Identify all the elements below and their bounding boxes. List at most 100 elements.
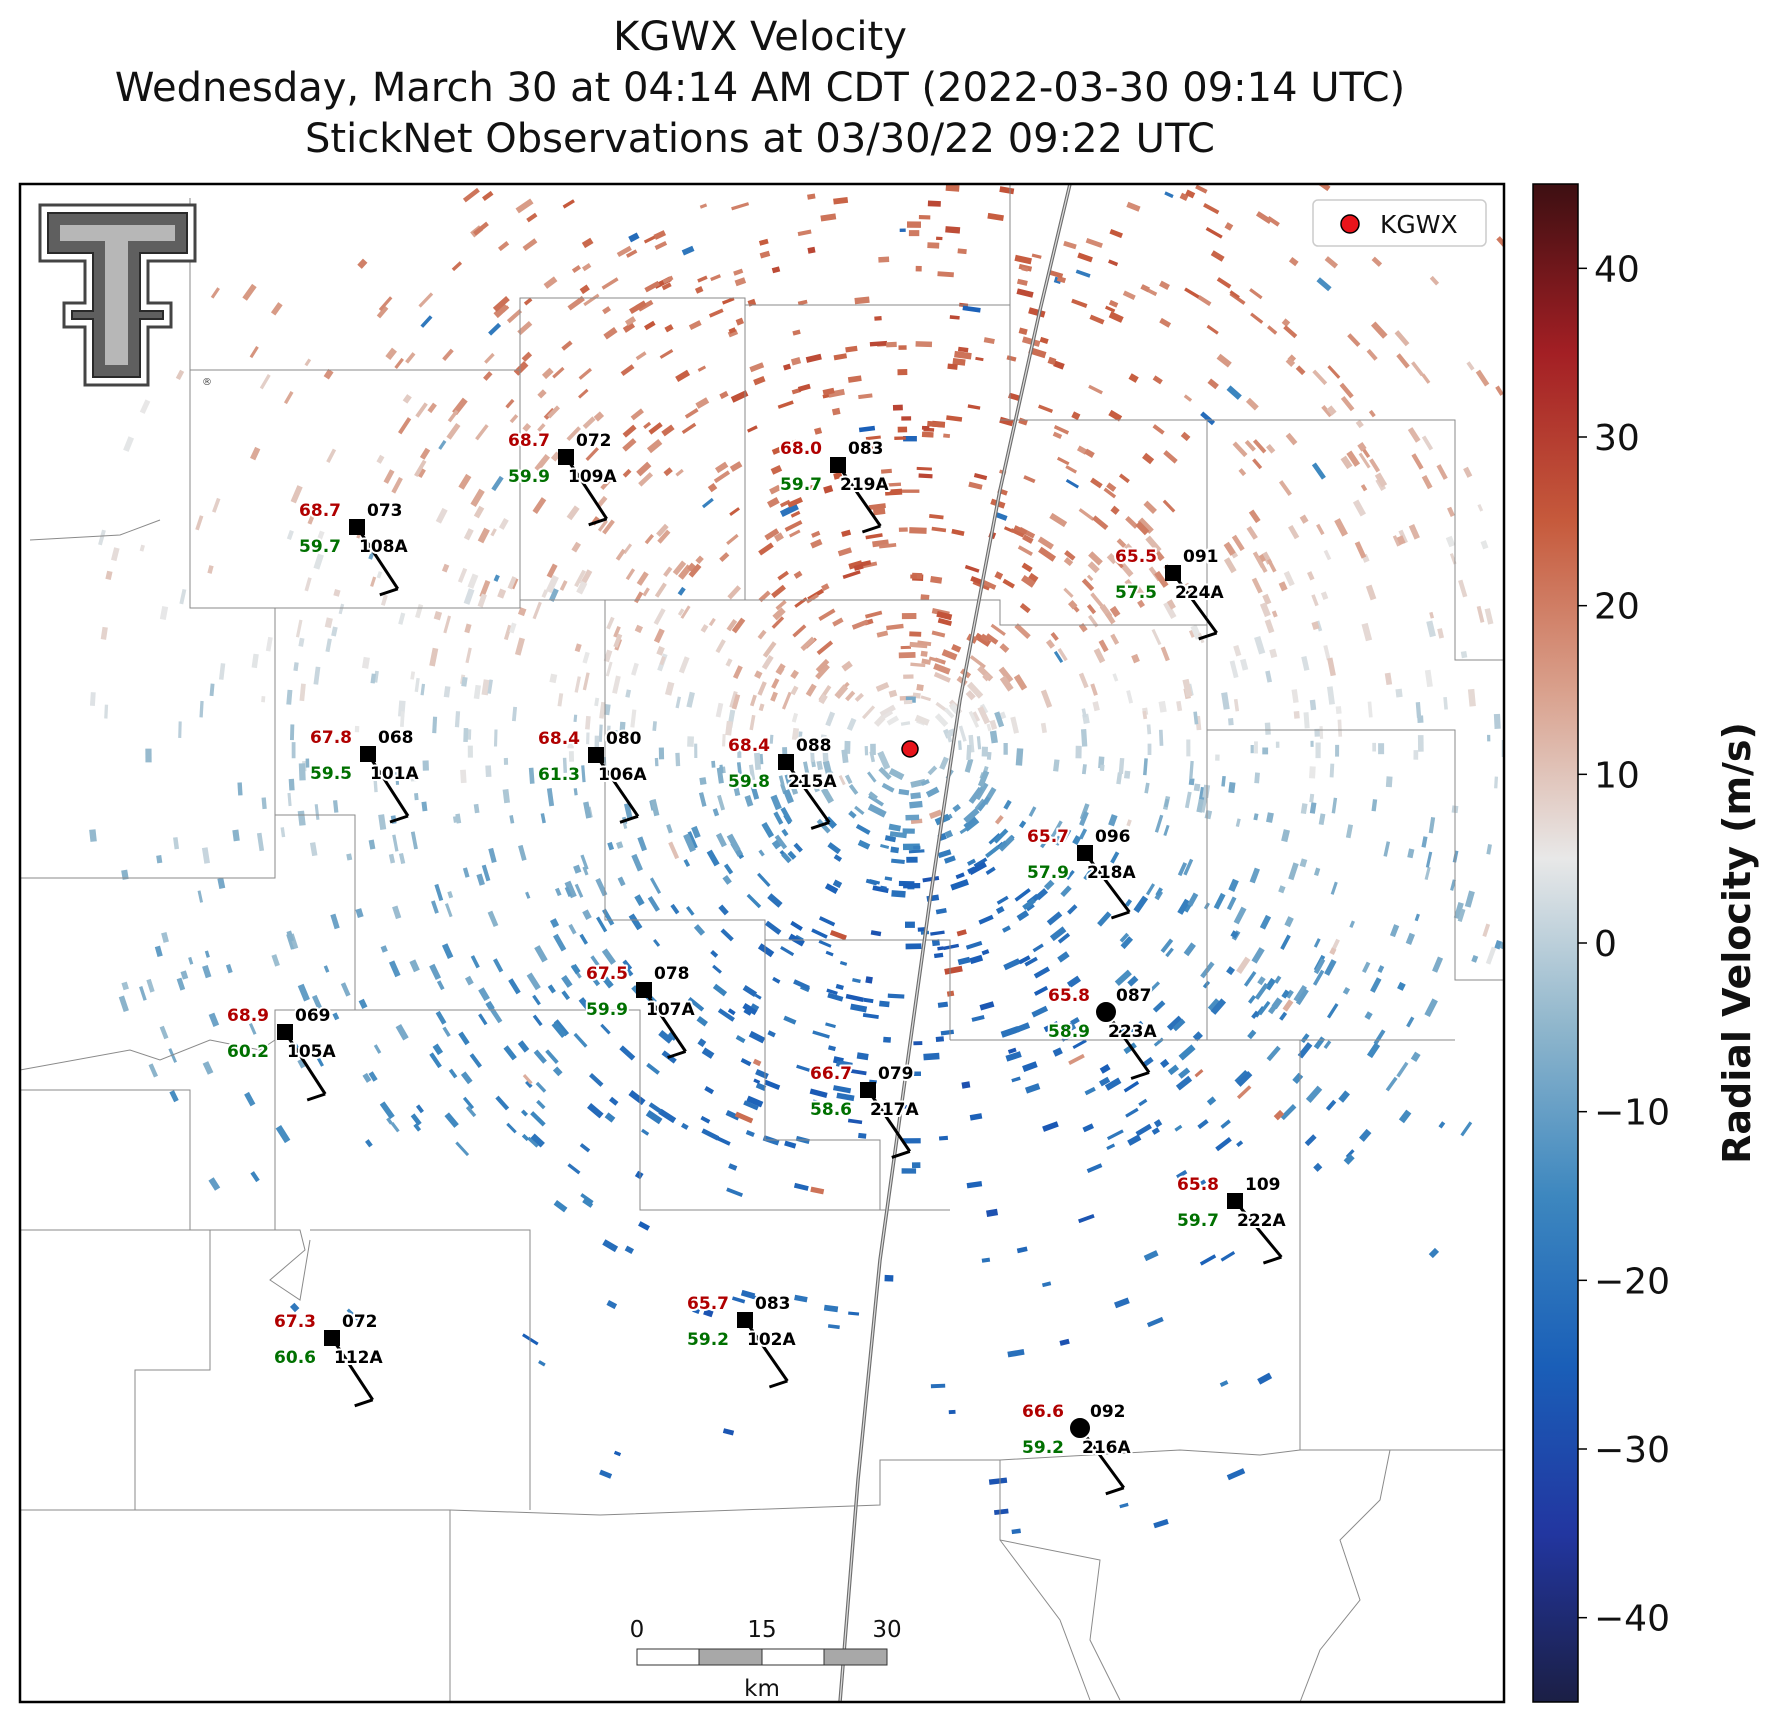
station-marker-square[interactable] xyxy=(1227,1193,1243,1209)
station-marker-square[interactable] xyxy=(360,746,376,762)
velocity-gate xyxy=(784,520,803,532)
velocity-gate xyxy=(1068,1053,1085,1065)
velocity-gate xyxy=(938,1135,949,1141)
station-marker-square[interactable] xyxy=(324,1330,340,1346)
velocity-gate xyxy=(199,700,204,718)
station-marker-square[interactable] xyxy=(830,457,846,473)
velocity-gate xyxy=(721,734,726,747)
velocity-gate xyxy=(719,390,729,400)
station-marker-circle[interactable] xyxy=(1094,1000,1118,1024)
velocity-gate xyxy=(706,849,720,867)
velocity-gate xyxy=(818,916,836,927)
velocity-gate xyxy=(770,691,778,702)
velocity-gate xyxy=(1065,478,1080,489)
velocity-gate xyxy=(323,368,334,380)
velocity-gate xyxy=(1197,1119,1209,1130)
velocity-gate xyxy=(681,1122,689,1130)
velocity-gate xyxy=(1396,353,1410,369)
velocity-gate xyxy=(854,805,865,816)
velocity-gate xyxy=(436,980,445,991)
velocity-gate xyxy=(884,876,893,881)
velocity-gate xyxy=(502,789,510,804)
velocity-gate xyxy=(758,703,765,712)
velocity-gate xyxy=(970,575,983,585)
velocity-gate xyxy=(1266,1045,1281,1062)
velocity-gate xyxy=(497,588,507,599)
velocity-gate xyxy=(579,284,590,295)
station-wind-direction: 069 xyxy=(295,1006,331,1026)
velocity-gate xyxy=(947,363,958,370)
velocity-gate xyxy=(283,391,294,405)
velocity-gate xyxy=(1067,599,1078,610)
station-marker-square[interactable] xyxy=(737,1312,753,1328)
velocity-gate xyxy=(1137,599,1146,608)
velocity-gate xyxy=(906,221,922,228)
velocity-gate xyxy=(1031,253,1042,259)
station-marker-square[interactable] xyxy=(588,747,604,763)
velocity-gate xyxy=(914,714,930,726)
velocity-gate xyxy=(886,623,904,631)
velocity-gate xyxy=(370,576,377,587)
velocity-gate xyxy=(1314,728,1321,737)
velocity-gate xyxy=(1326,1003,1339,1019)
velocity-gate xyxy=(643,234,657,244)
velocity-gate xyxy=(1090,477,1103,489)
station-temperature: 68.4 xyxy=(538,729,580,749)
velocity-gate xyxy=(600,1023,611,1035)
station-marker-circle[interactable] xyxy=(1068,1416,1092,1440)
station-marker-square[interactable] xyxy=(277,1024,293,1040)
station-marker-square[interactable] xyxy=(636,982,652,998)
station-marker-square[interactable] xyxy=(1165,565,1181,581)
velocity-gate xyxy=(525,891,531,899)
velocity-gate xyxy=(532,1014,543,1027)
velocity-gate xyxy=(485,1000,495,1011)
velocity-gate xyxy=(986,1208,999,1217)
station-marker-square[interactable] xyxy=(349,519,365,535)
velocity-gate xyxy=(250,1171,260,1183)
radar-site-kgwx[interactable] xyxy=(898,737,922,761)
velocity-gate xyxy=(1108,299,1119,308)
velocity-gate xyxy=(1266,558,1277,573)
station-marker-square[interactable] xyxy=(1077,845,1093,861)
velocity-gate xyxy=(675,752,681,767)
velocity-gate xyxy=(686,562,696,572)
velocity-gate xyxy=(297,983,310,1002)
station-marker-square[interactable] xyxy=(778,754,794,770)
velocity-gate xyxy=(725,720,733,736)
velocity-gate xyxy=(429,647,439,667)
velocity-gate xyxy=(580,854,589,870)
station-marker-square[interactable] xyxy=(558,449,574,465)
station-marker-square[interactable] xyxy=(860,1082,876,1098)
velocity-gate xyxy=(675,369,691,382)
colorbar-tick-label: −20 xyxy=(1594,1261,1670,1302)
velocity-gate xyxy=(1291,689,1299,704)
velocity-gate xyxy=(118,995,129,1013)
radar-site-marker[interactable] xyxy=(901,740,919,758)
velocity-gate xyxy=(1097,911,1112,927)
velocity-gate xyxy=(460,769,467,784)
velocity-gate xyxy=(1425,851,1433,868)
velocity-gate xyxy=(232,829,240,842)
velocity-gate xyxy=(622,959,633,971)
velocity-gate xyxy=(467,745,473,758)
velocity-gate xyxy=(1206,1096,1217,1106)
velocity-gate xyxy=(525,1080,533,1089)
velocity-gate xyxy=(1050,820,1063,838)
